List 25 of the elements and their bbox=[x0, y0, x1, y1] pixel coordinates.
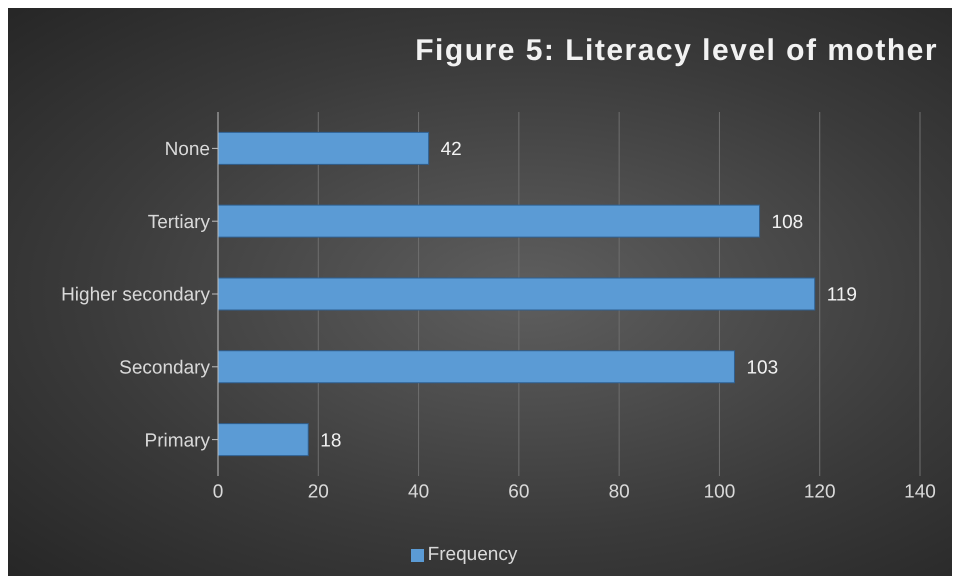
x-tick-label: 80 bbox=[608, 481, 630, 502]
x-tick-label: 140 bbox=[904, 481, 936, 502]
data-label: 42 bbox=[440, 139, 462, 160]
x-tick-label: 100 bbox=[704, 481, 736, 502]
y-tick-label: Higher secondary bbox=[61, 284, 210, 306]
x-tick-label: 40 bbox=[408, 481, 430, 502]
y-tick-label: Tertiary bbox=[148, 212, 210, 233]
data-label: 18 bbox=[320, 430, 342, 452]
y-tick-label: Secondary bbox=[119, 358, 210, 379]
bar bbox=[218, 204, 760, 238]
text: Frequency bbox=[428, 544, 518, 566]
y-tick-label: Primary bbox=[144, 430, 210, 452]
data-label: 103 bbox=[746, 358, 778, 379]
y-tick-label: None bbox=[164, 139, 210, 160]
bar bbox=[218, 132, 430, 165]
chart-title: Figure 5: Literacy level of mother bbox=[415, 34, 938, 68]
x-tick-label: 60 bbox=[508, 481, 530, 502]
data-label: 119 bbox=[826, 284, 857, 306]
bar bbox=[218, 350, 735, 384]
x-tick-label: 120 bbox=[804, 481, 836, 502]
bar bbox=[218, 423, 309, 456]
x-tick-label: 0 bbox=[212, 481, 224, 502]
data-label: 108 bbox=[772, 212, 804, 233]
bar bbox=[218, 277, 816, 310]
x-tick-label: 20 bbox=[308, 481, 329, 502]
